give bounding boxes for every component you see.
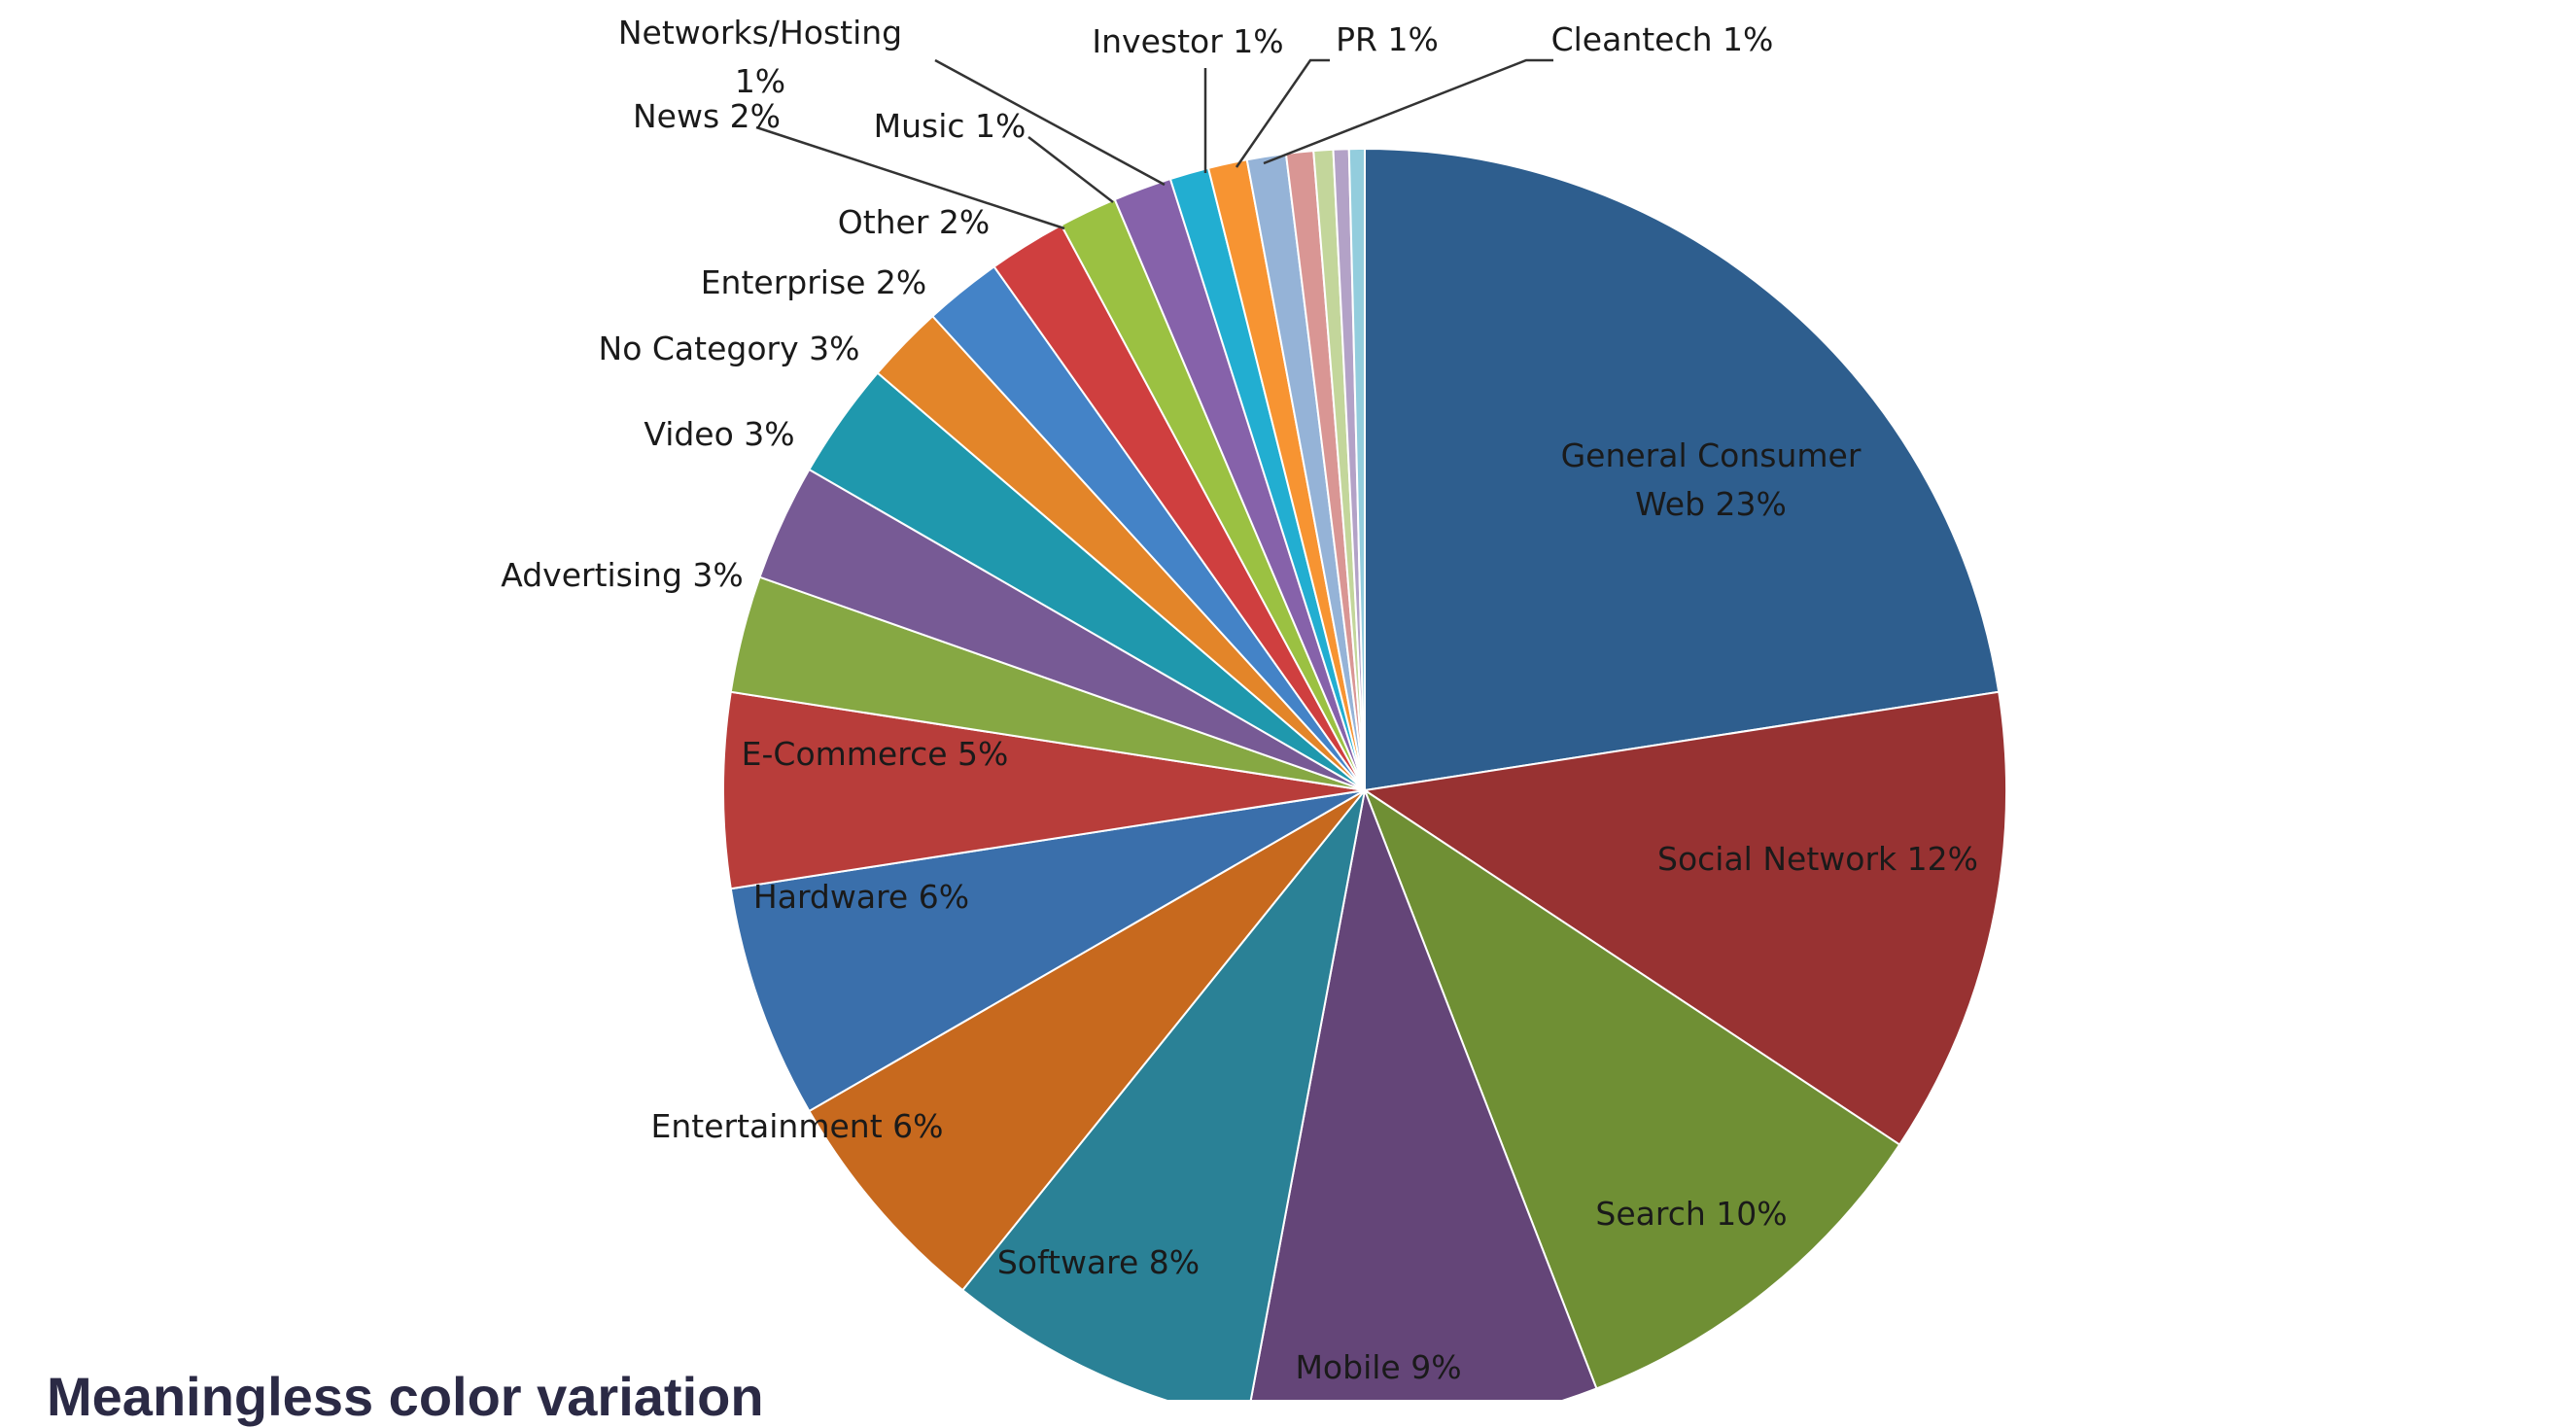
slice-label: Advertising 3% [501, 556, 744, 594]
leader-line [1027, 136, 1114, 203]
slice-label: General Consumer Web 23% [1561, 436, 1862, 523]
pie-slice-social-network [1362, 690, 2007, 1146]
leader-line [755, 125, 1065, 230]
pie-slice-hardware [729, 789, 1366, 1113]
pie-slice-unlabeled [1347, 147, 1366, 791]
leader-line [934, 58, 1166, 187]
slice-label: Networks/Hosting 1% [618, 14, 902, 100]
caption: Meaningless color variation [47, 1366, 764, 1427]
pie-slice-entertainment [808, 789, 1366, 1292]
slice-label: PR 1% [1336, 20, 1439, 58]
slice-label: Search 10% [1595, 1195, 1787, 1233]
slice-label: Entertainment 6% [651, 1107, 944, 1145]
leader-line [1235, 58, 1330, 168]
slice-label: Social Network 12% [1657, 840, 1978, 878]
slice-label: News 2% [633, 97, 781, 135]
pie-slices [721, 147, 2007, 1400]
slice-labels: General Consumer Web 23% Social Network 12… [501, 14, 1978, 1386]
slice-label: Music 1% [874, 107, 1027, 145]
leader-lines [755, 58, 1553, 230]
leader-line [1263, 58, 1553, 165]
slice-label: Other 2% [838, 203, 991, 241]
slice-label: E-Commerce 5% [742, 735, 1009, 773]
slice-label: Cleantech 1% [1551, 20, 1774, 58]
slice-label: Investor 1% [1092, 22, 1283, 60]
pie-slice-search [1362, 787, 1901, 1390]
slice-label: Enterprise 2% [701, 263, 927, 301]
pie-slice-general-consumer-web [1364, 147, 2001, 792]
pie-slice-software [960, 789, 1366, 1400]
slice-label: Hardware 6% [753, 878, 969, 916]
slice-label: Software 8% [997, 1243, 1200, 1281]
pie-slice-e-commerce [721, 690, 1366, 890]
slice-label: Video 3% [644, 415, 794, 453]
slice-label: No Category 3% [599, 330, 860, 367]
slice-label: Mobile 9% [1295, 1348, 1461, 1386]
